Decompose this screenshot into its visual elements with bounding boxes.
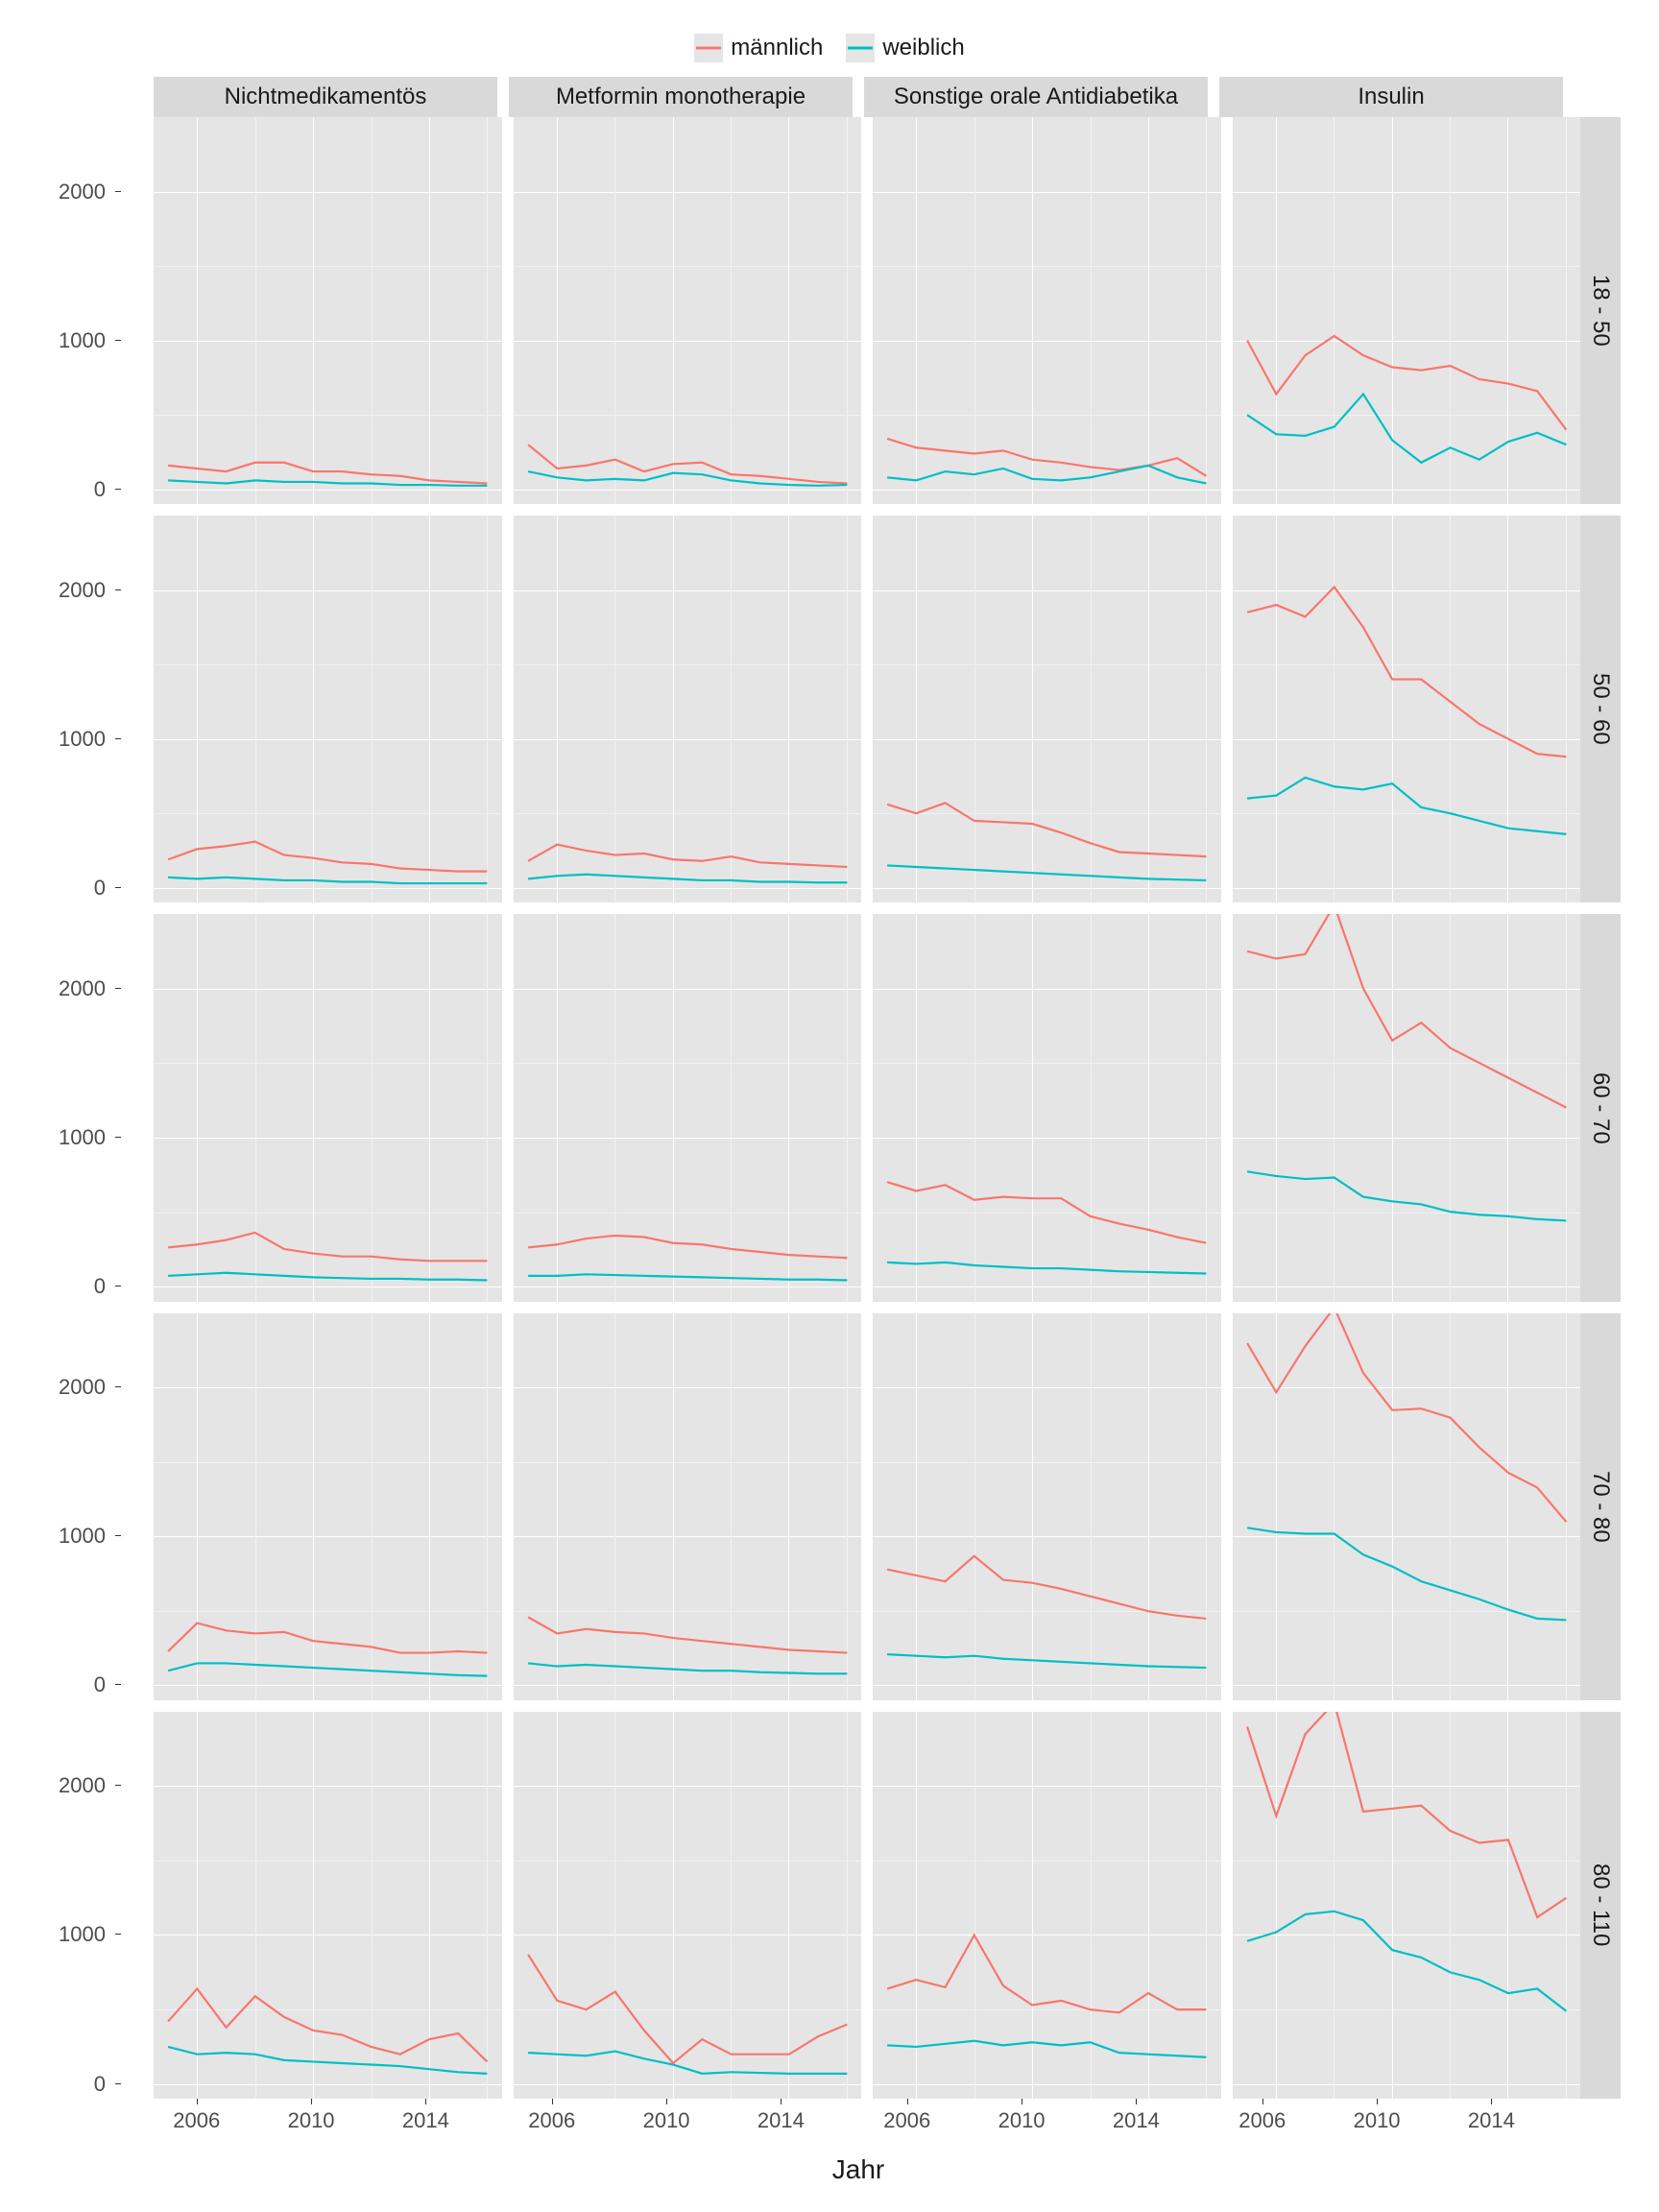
panels-row-0	[154, 117, 1580, 504]
row-2: 0 1000 2000 60 - 70	[38, 914, 1621, 1301]
row-strip-0: 18 - 50	[1580, 117, 1621, 504]
legend: männlich weiblich	[38, 19, 1621, 77]
col-strip-2: Sonstige orale Antidiabetika	[864, 77, 1208, 117]
y-tick-label: 0	[94, 1274, 106, 1299]
legend-swatch-male	[694, 34, 723, 62]
panels-row-4	[154, 1712, 1580, 2099]
y-tick-label: 1000	[59, 1922, 106, 1947]
rows-container: Amputationen je 100.000 01000200018 - 50…	[38, 117, 1621, 2099]
row-4: 0 1000 2000 80 - 110	[38, 1712, 1621, 2099]
col-strip-3: Insulin	[1219, 77, 1563, 117]
legend-swatch-female	[846, 34, 875, 62]
y-tick-label: 2000	[59, 1773, 106, 1798]
panel-r1-c2	[873, 516, 1221, 902]
y-ticks: 0 1000 2000	[38, 914, 115, 1301]
col-strip-0: Nichtmedikamentös	[154, 77, 497, 117]
panel-r2-c1	[514, 914, 862, 1301]
facet-chart: männlich weiblich Nichtmedikamentös Metf…	[0, 0, 1659, 2212]
y-tick-label: 0	[94, 2072, 106, 2097]
panel-r4-c2	[873, 1712, 1221, 2099]
row-1: 0 1000 2000 50 - 60	[38, 516, 1621, 902]
x-tick-label: 2010	[1354, 2108, 1401, 2133]
panel-r4-c0	[154, 1712, 502, 2099]
y-tick-label: 0	[94, 876, 106, 901]
x-tick-label: 2006	[1238, 2108, 1286, 2133]
panel-r3-c3	[1233, 1313, 1581, 1700]
legend-label-male: männlich	[731, 35, 823, 61]
panel-r0-c0	[154, 117, 502, 504]
x-tick-panel-0: 2006 2010 2014	[154, 2099, 497, 2147]
x-tick-label: 2014	[757, 2108, 805, 2133]
panel-r0-c1	[514, 117, 862, 504]
panel-r3-c1	[514, 1313, 862, 1700]
column-strips: Nichtmedikamentös Metformin monotherapie…	[154, 77, 1563, 117]
row-3: 0 1000 2000 70 - 80	[38, 1313, 1621, 1700]
panel-r3-c2	[873, 1313, 1221, 1700]
y-ticks: 0 1000 2000	[38, 1712, 115, 2099]
x-tick-label: 2010	[643, 2108, 690, 2133]
x-tick-label: 2006	[173, 2108, 220, 2133]
y-ticks: 0 1000 2000	[38, 1313, 115, 1700]
y-tick-label: 0	[94, 477, 106, 502]
y-tick-label: 2000	[59, 180, 106, 204]
panels-row-2	[154, 914, 1580, 1301]
x-tick-label: 2006	[528, 2108, 575, 2133]
row-strip-2: 60 - 70	[1580, 914, 1621, 1301]
row-strip-3: 70 - 80	[1580, 1313, 1621, 1700]
panels-row-1	[154, 516, 1580, 902]
panel-r1-c3	[1233, 516, 1581, 902]
row-strip-1: 50 - 60	[1580, 516, 1621, 902]
grid-area: Nichtmedikamentös Metformin monotherapie…	[38, 77, 1621, 2193]
col-strip-1: Metformin monotherapie	[509, 77, 853, 117]
x-ticks: 2006201020142006201020142006201020142006…	[154, 2099, 1563, 2147]
x-axis-label: Jahr	[154, 2147, 1563, 2193]
x-tick-label: 2014	[1113, 2108, 1160, 2133]
y-tick-label: 2000	[59, 1375, 106, 1400]
panel-r1-c0	[154, 516, 502, 902]
panel-r1-c1	[514, 516, 862, 902]
panel-r2-c0	[154, 914, 502, 1301]
x-tick-label: 2010	[998, 2108, 1046, 2133]
x-tick-label: 2014	[1468, 2108, 1515, 2133]
legend-item-female: weiblich	[846, 34, 964, 62]
panel-r2-c2	[873, 914, 1221, 1301]
x-tick-panel-3: 2006 2010 2014	[1219, 2099, 1563, 2147]
y-ticks: 0 1000 2000	[38, 117, 115, 504]
x-tick-label: 2014	[402, 2108, 449, 2133]
panel-r3-c0	[154, 1313, 502, 1700]
y-tick-label: 2000	[59, 976, 106, 1001]
panel-r0-c3	[1233, 117, 1581, 504]
row-0: 0 1000 2000 18 - 50	[38, 117, 1621, 504]
y-tick-label: 1000	[59, 1125, 106, 1150]
y-tick-label: 2000	[59, 578, 106, 603]
panel-r4-c1	[514, 1712, 862, 2099]
x-tick-label: 2006	[883, 2108, 930, 2133]
panel-r2-c3	[1233, 914, 1581, 1301]
y-tick-label: 1000	[59, 1524, 106, 1549]
y-tick-label: 1000	[59, 727, 106, 752]
x-tick-panel-1: 2006 2010 2014	[509, 2099, 853, 2147]
panel-r4-c3	[1233, 1712, 1581, 2099]
y-tick-label: 0	[94, 1672, 106, 1697]
legend-label-female: weiblich	[882, 35, 964, 61]
y-ticks: 0 1000 2000	[38, 516, 115, 902]
legend-item-male: männlich	[694, 34, 823, 62]
panels-row-3	[154, 1313, 1580, 1700]
x-tick-panel-2: 2006 2010 2014	[864, 2099, 1208, 2147]
x-tick-label: 2010	[288, 2108, 335, 2133]
y-tick-label: 1000	[59, 328, 106, 353]
panel-r0-c2	[873, 117, 1221, 504]
row-strip-4: 80 - 110	[1580, 1712, 1621, 2099]
